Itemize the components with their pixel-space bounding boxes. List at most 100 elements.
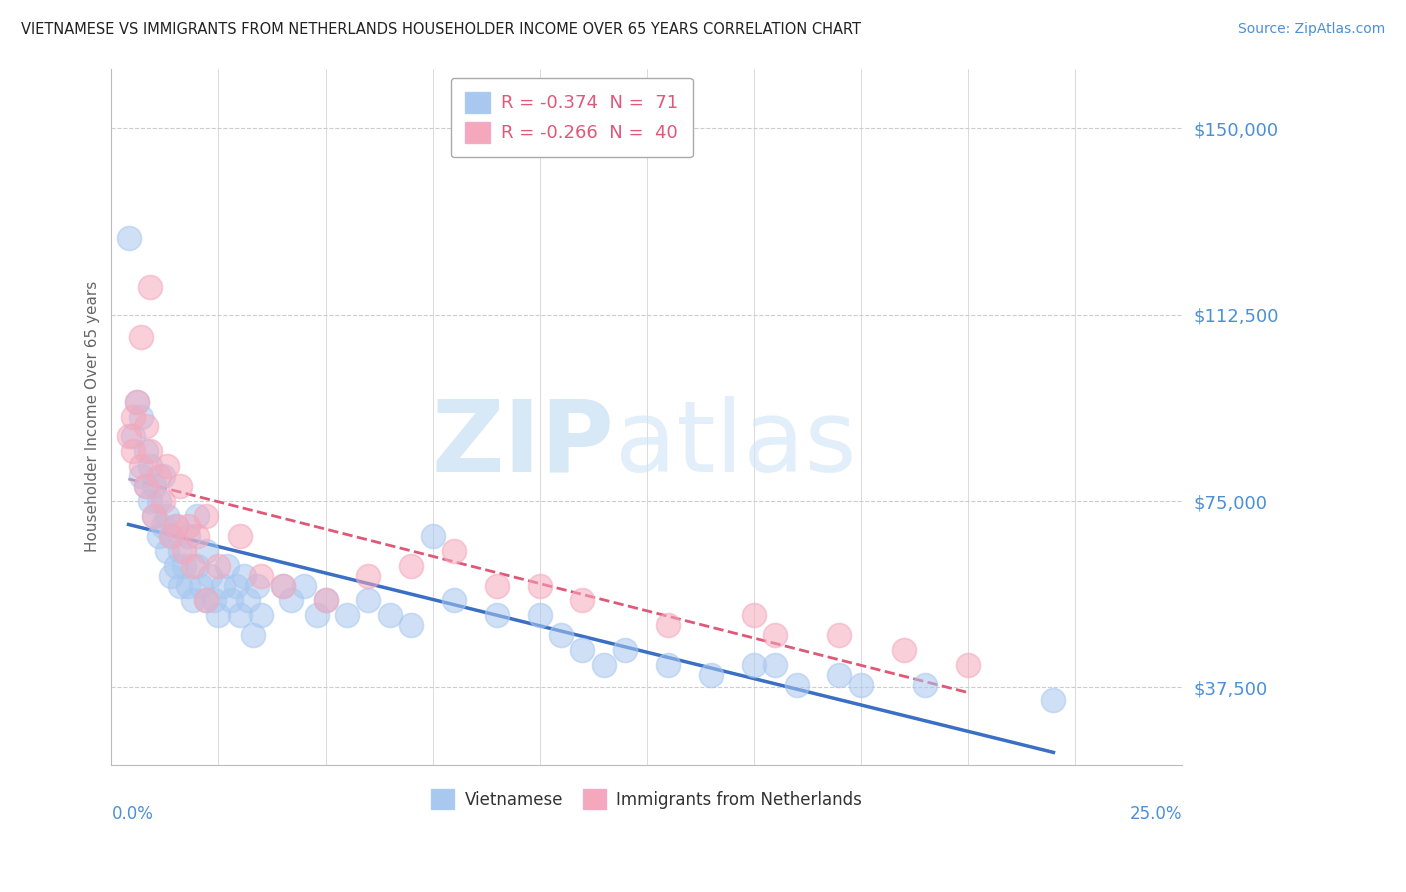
- Point: [148, 529, 170, 543]
- Point: [169, 479, 191, 493]
- Point: [571, 643, 593, 657]
- Point: [177, 529, 200, 543]
- Point: [233, 568, 256, 582]
- Text: ZIP: ZIP: [432, 396, 614, 493]
- Point: [160, 529, 183, 543]
- Point: [135, 419, 157, 434]
- Point: [139, 280, 162, 294]
- Point: [190, 578, 212, 592]
- Point: [186, 529, 208, 543]
- Point: [399, 618, 422, 632]
- Point: [152, 519, 174, 533]
- Point: [131, 409, 153, 424]
- Point: [198, 568, 221, 582]
- Point: [135, 444, 157, 458]
- Point: [152, 469, 174, 483]
- Point: [194, 593, 217, 607]
- Point: [194, 543, 217, 558]
- Point: [169, 543, 191, 558]
- Point: [399, 558, 422, 573]
- Point: [121, 409, 143, 424]
- Point: [443, 593, 465, 607]
- Point: [186, 558, 208, 573]
- Point: [357, 593, 380, 607]
- Point: [250, 568, 273, 582]
- Point: [657, 618, 679, 632]
- Point: [186, 508, 208, 523]
- Point: [156, 543, 179, 558]
- Point: [763, 628, 786, 642]
- Y-axis label: Householder Income Over 65 years: Householder Income Over 65 years: [86, 281, 100, 552]
- Point: [135, 479, 157, 493]
- Point: [550, 628, 572, 642]
- Point: [271, 578, 294, 592]
- Point: [828, 668, 851, 682]
- Point: [225, 578, 247, 592]
- Point: [246, 578, 269, 592]
- Point: [143, 508, 166, 523]
- Point: [422, 529, 444, 543]
- Point: [117, 429, 139, 443]
- Point: [139, 494, 162, 508]
- Point: [229, 529, 252, 543]
- Point: [202, 593, 225, 607]
- Point: [357, 568, 380, 582]
- Point: [131, 330, 153, 344]
- Point: [529, 578, 551, 592]
- Point: [336, 608, 359, 623]
- Text: 25.0%: 25.0%: [1129, 805, 1182, 822]
- Point: [194, 508, 217, 523]
- Point: [181, 593, 204, 607]
- Point: [152, 494, 174, 508]
- Point: [849, 678, 872, 692]
- Point: [148, 494, 170, 508]
- Point: [742, 608, 765, 623]
- Point: [160, 529, 183, 543]
- Point: [143, 479, 166, 493]
- Point: [215, 558, 238, 573]
- Point: [165, 519, 187, 533]
- Point: [280, 593, 302, 607]
- Point: [121, 444, 143, 458]
- Text: VIETNAMESE VS IMMIGRANTS FROM NETHERLANDS HOUSEHOLDER INCOME OVER 65 YEARS CORRE: VIETNAMESE VS IMMIGRANTS FROM NETHERLAND…: [21, 22, 860, 37]
- Point: [592, 658, 614, 673]
- Point: [443, 543, 465, 558]
- Point: [156, 508, 179, 523]
- Point: [131, 459, 153, 474]
- Point: [131, 469, 153, 483]
- Point: [271, 578, 294, 592]
- Point: [165, 519, 187, 533]
- Point: [211, 578, 233, 592]
- Point: [305, 608, 328, 623]
- Point: [127, 394, 149, 409]
- Point: [173, 543, 195, 558]
- Point: [194, 593, 217, 607]
- Point: [177, 519, 200, 533]
- Point: [169, 578, 191, 592]
- Point: [221, 593, 243, 607]
- Point: [181, 558, 204, 573]
- Point: [207, 558, 229, 573]
- Text: 0.0%: 0.0%: [111, 805, 153, 822]
- Point: [238, 593, 260, 607]
- Point: [571, 593, 593, 607]
- Point: [485, 608, 508, 623]
- Point: [315, 593, 337, 607]
- Point: [828, 628, 851, 642]
- Point: [135, 479, 157, 493]
- Point: [378, 608, 401, 623]
- Point: [614, 643, 637, 657]
- Point: [121, 429, 143, 443]
- Point: [956, 658, 979, 673]
- Point: [657, 658, 679, 673]
- Point: [160, 568, 183, 582]
- Point: [139, 444, 162, 458]
- Point: [1042, 693, 1064, 707]
- Point: [485, 578, 508, 592]
- Legend: Vietnamese, Immigrants from Netherlands: Vietnamese, Immigrants from Netherlands: [425, 783, 869, 815]
- Point: [292, 578, 315, 592]
- Point: [148, 469, 170, 483]
- Point: [127, 394, 149, 409]
- Point: [156, 459, 179, 474]
- Point: [742, 658, 765, 673]
